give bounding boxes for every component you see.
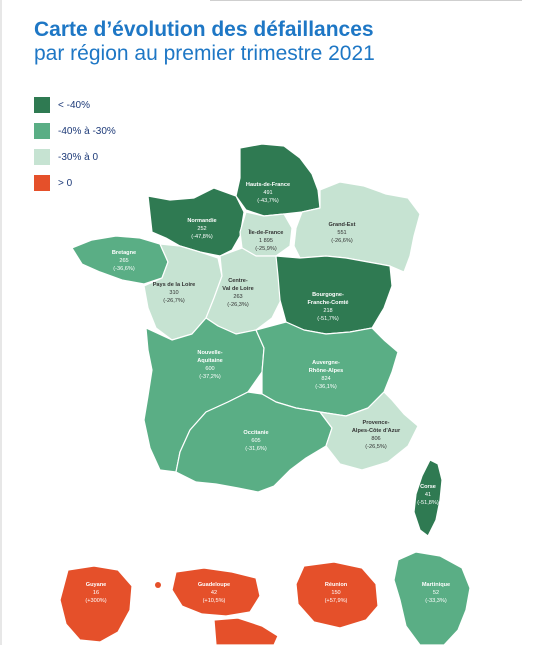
label-guadeloupe-name: Guadeloupe (198, 582, 230, 588)
label-grand-est-name: Grand-Est (328, 222, 355, 228)
label-paca-name-1: Provence- (362, 420, 389, 426)
legend-swatch-mid-green (34, 123, 50, 139)
label-centre-val-de-loire-name-2: Val de Loire (222, 286, 253, 292)
region-corse (413, 459, 443, 537)
page-frame-top (210, 0, 522, 1)
label-normandie-name: Normandie (187, 218, 216, 224)
legend-item-gt0: > 0 (34, 170, 116, 196)
label-occitanie-change: (-31,6%) (245, 446, 267, 452)
region-ile-de-france (239, 211, 293, 257)
label-auvergne-name-1: Auvergne- (312, 360, 340, 366)
label-bourgogne-count: 218 (323, 308, 332, 314)
legend-swatch-red (34, 175, 50, 191)
legend-label: -30% à 0 (58, 151, 99, 163)
label-guyane-change: (+300%) (85, 598, 106, 604)
label-paca-change: (-26,5%) (365, 444, 387, 450)
label-centre-val-de-loire-count: 263 (233, 294, 242, 300)
label-reunion-change: (+57,9%) (325, 598, 348, 604)
label-ile-de-france-change: (-25,9%) (255, 246, 277, 252)
label-bourgogne-name-1: Bourgogne- (312, 292, 344, 298)
label-martinique-count: 52 (433, 590, 439, 596)
label-grand-est-change: (-26,6%) (331, 238, 353, 244)
legend-label: -40% à -30% (58, 125, 116, 137)
label-bretagne-change: (-36,6%) (113, 266, 135, 272)
label-paca-count: 806 (371, 436, 380, 442)
label-bourgogne-name-2: Franche-Comté (307, 300, 348, 306)
label-auvergne-count: 824 (321, 376, 330, 382)
map-title: Carte d’évolution des défaillances par r… (34, 18, 534, 66)
region-centre-val-de-loire (205, 247, 283, 335)
region-martinique (393, 551, 471, 645)
label-corse-change: (-51,8%) (417, 500, 439, 506)
label-grand-est-count: 551 (337, 230, 346, 236)
legend-label: > 0 (58, 177, 73, 189)
label-nouvelle-aquitaine-change: (-37,2%) (199, 374, 221, 380)
label-reunion-name: Réunion (325, 582, 348, 588)
region-normandie (147, 187, 245, 257)
label-martinique-change: (-33,3%) (425, 598, 447, 604)
region-guadeloupe (171, 567, 279, 645)
legend-label: < -40% (58, 99, 90, 111)
region-bourgogne-franche-comte (275, 255, 393, 335)
title-line-2: par région au premier trimestre 2021 (34, 42, 375, 65)
legend-item-40-30: -40% à -30% (34, 118, 116, 144)
label-ile-de-france-count: 1 895 (259, 238, 273, 244)
label-normandie-change: (-47,8%) (191, 234, 213, 240)
legend-item-lt40: < -40% (34, 92, 116, 118)
label-guyane-count: 16 (93, 590, 99, 596)
label-pays-de-la-loire-count: 310 (169, 290, 178, 296)
label-guyane-name: Guyane (86, 582, 107, 588)
label-corse-name: Corse (420, 484, 436, 490)
label-paca-name-2: Alpes-Côte d'Azur (352, 428, 401, 434)
title-line-1: Carte d’évolution des défaillances (34, 18, 374, 41)
label-nouvelle-aquitaine-name-1: Nouvelle- (197, 350, 222, 356)
label-nouvelle-aquitaine-count: 600 (205, 366, 214, 372)
label-hauts-de-france-change: (-43,7%) (257, 198, 279, 204)
label-auvergne-name-2: Rhône-Alpes (309, 368, 344, 374)
region-guyane (59, 565, 133, 643)
region-provence-alpes-cote-dazur (319, 391, 419, 471)
guadeloupe-islet (155, 582, 161, 588)
region-labels: Hauts-de-France 491 (-43,7%) Normandie 2… (85, 182, 450, 604)
label-nouvelle-aquitaine-name-2: Aquitaine (197, 358, 222, 364)
page-frame-left (0, 0, 2, 645)
label-normandie-count: 252 (197, 226, 206, 232)
label-martinique-name: Martinique (422, 582, 450, 588)
label-centre-val-de-loire-change: (-26,3%) (227, 302, 249, 308)
legend-swatch-dark-green (34, 97, 50, 113)
legend-swatch-light-green (34, 149, 50, 165)
label-pays-de-la-loire-name: Pays de la Loire (153, 282, 196, 288)
legend: < -40% -40% à -30% -30% à 0 > 0 (34, 92, 116, 196)
label-auvergne-change: (-36,1%) (315, 384, 337, 390)
label-ile-de-france-name: Île-de-France (248, 228, 284, 236)
label-hauts-de-france-count: 491 (263, 190, 272, 196)
label-reunion-count: 150 (331, 590, 340, 596)
label-hauts-de-france-name: Hauts-de-France (246, 182, 290, 188)
region-reunion (295, 561, 379, 629)
label-bretagne-count: 265 (119, 258, 128, 264)
region-hauts-de-france (235, 143, 321, 217)
legend-item-30-0: -30% à 0 (34, 144, 116, 170)
label-bourgogne-change: (-51,7%) (317, 316, 339, 322)
label-pays-de-la-loire-change: (-26,7%) (163, 298, 185, 304)
label-occitanie-count: 605 (251, 438, 260, 444)
label-centre-val-de-loire-name-1: Centre- (228, 278, 248, 284)
label-bretagne-name: Bretagne (112, 250, 136, 256)
label-guadeloupe-change: (+10,5%) (203, 598, 226, 604)
label-occitanie-name: Occitanie (243, 430, 268, 436)
label-guadeloupe-count: 42 (211, 590, 217, 596)
label-corse-count: 41 (425, 492, 431, 498)
